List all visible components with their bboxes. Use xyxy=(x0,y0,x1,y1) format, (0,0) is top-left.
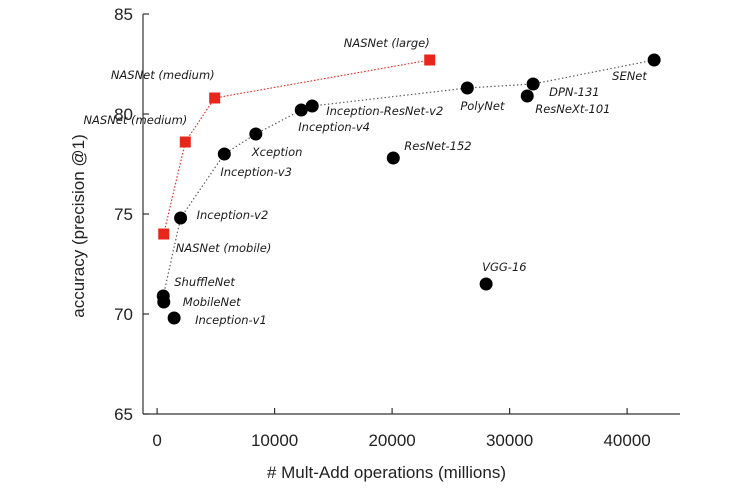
label-resnet-152: ResNet-152 xyxy=(404,139,471,153)
frontier-lines xyxy=(162,59,655,297)
label-shufflenet: ShuffleNet xyxy=(174,275,235,289)
point-nasnet-mobile xyxy=(158,228,170,240)
axes: 65 70 75 80 85 0 10000 20000 30000 40000 xyxy=(114,5,680,450)
label-dpn-131: DPN-131 xyxy=(549,85,600,99)
x-tick-label: 30000 xyxy=(486,431,533,450)
y-tick-label: 70 xyxy=(114,305,133,324)
label-nasnet-mobile: NASNet (mobile) xyxy=(176,241,272,255)
point-inception-v3 xyxy=(217,147,231,161)
nasnet-frontier-line xyxy=(163,59,430,235)
point-inception-v2 xyxy=(174,211,188,225)
point-inception-v1 xyxy=(167,311,181,325)
point-nasnet-medium xyxy=(209,92,221,104)
label-inception-v4: Inception-v4 xyxy=(298,120,370,134)
label-nasnet-medium: NASNet (medium) xyxy=(111,68,215,82)
y-tick-label: 75 xyxy=(114,205,133,224)
x-tick-label: 20000 xyxy=(368,431,415,450)
point-senet xyxy=(647,53,661,67)
point-resnet-152 xyxy=(386,151,400,165)
x-axis-title: # Mult-Add operations (millions) xyxy=(267,463,506,482)
y-axis-title: accuracy (precision @1) xyxy=(69,134,88,318)
label-resnext-101: ResNeXt-101 xyxy=(535,102,610,116)
label-nasnet-medium: NASNet (medium) xyxy=(83,113,187,127)
point-labels: NASNet (mobile) NASNet (medium) NASNet (me… xyxy=(83,36,647,327)
point-inception-v4 xyxy=(294,103,308,117)
point-xception xyxy=(249,127,263,141)
point-polynet xyxy=(460,81,474,95)
point-nasnet-large xyxy=(424,54,436,66)
x-tick-label: 40000 xyxy=(603,431,650,450)
point-inception-resnet-v2 xyxy=(305,99,319,113)
x-tick-label: 0 xyxy=(152,431,161,450)
label-inception-v1: Inception-v1 xyxy=(195,313,267,327)
label-polynet: PolyNet xyxy=(460,99,505,113)
label-senet: SENet xyxy=(612,69,647,83)
point-vgg-16 xyxy=(479,277,493,291)
y-tick-label: 85 xyxy=(114,5,133,24)
label-xception: Xception xyxy=(251,145,303,159)
y-tick-label: 80 xyxy=(114,105,133,124)
point-mobilenet xyxy=(157,295,171,309)
point-resnext-101 xyxy=(520,89,534,103)
label-inception-v3: Inception-v3 xyxy=(220,165,292,179)
label-nasnet-large: NASNet (large) xyxy=(344,36,430,50)
data-points xyxy=(156,53,661,325)
label-inception-v2: Inception-v2 xyxy=(197,208,269,222)
y-tick-label: 65 xyxy=(114,405,133,424)
label-mobilenet: MobileNet xyxy=(183,295,241,309)
point-dpn-131 xyxy=(526,77,540,91)
label-vgg-16: VGG-16 xyxy=(482,260,526,274)
x-tick-label: 10000 xyxy=(251,431,298,450)
label-inception-resnet-v2: Inception-ResNet-v2 xyxy=(326,104,443,118)
point-nasnet-medium xyxy=(179,136,191,148)
